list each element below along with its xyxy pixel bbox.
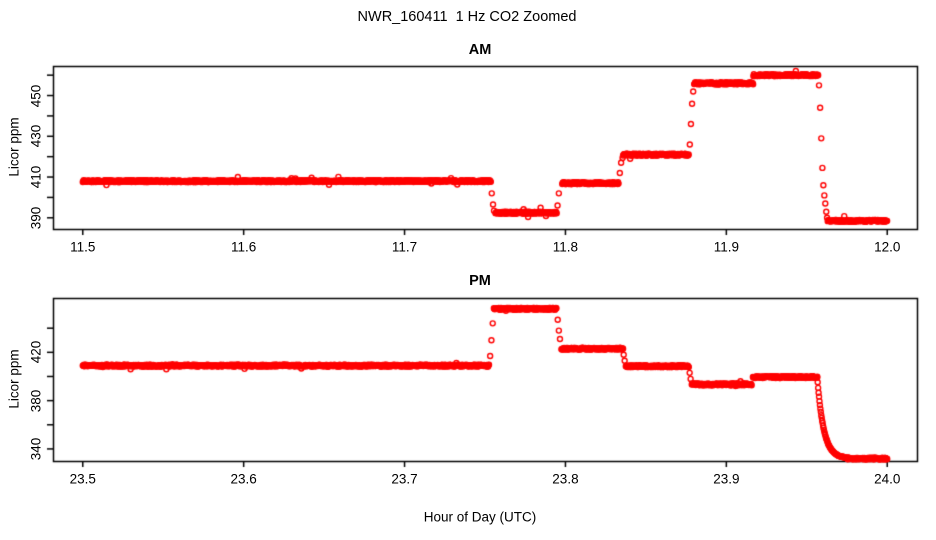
panel-title-pm: PM: [469, 273, 491, 289]
y-axis-label-am: Licor ppm: [6, 117, 22, 177]
panel-title-am: AM: [468, 42, 492, 58]
y-axis-label-pm: Licor ppm: [6, 349, 22, 409]
x-axis-label: Hour of Day (UTC): [423, 509, 537, 525]
figure-title: NWR_160411 1 Hz CO2 Zoomed: [357, 9, 577, 25]
